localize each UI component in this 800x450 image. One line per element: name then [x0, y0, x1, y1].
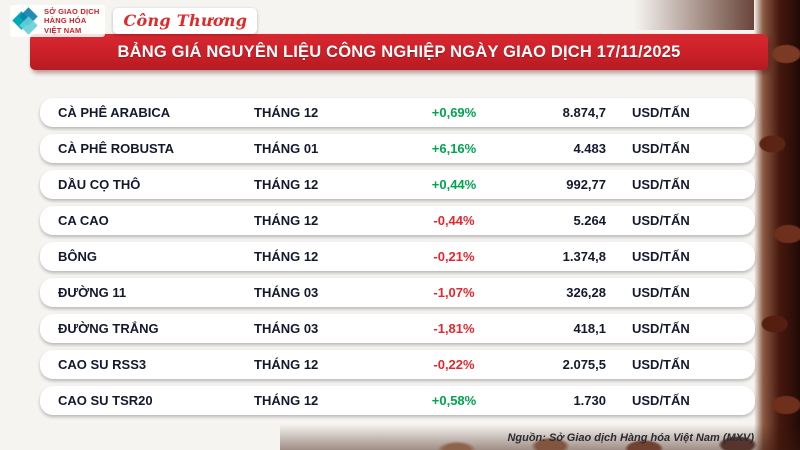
commodity-name: CAO SU TSR20 [58, 393, 153, 408]
mxv-logo: SỞ GIAO DỊCH HÀNG HÓA VIỆT NAM [10, 5, 106, 38]
mxv-logo-text: SỞ GIAO DỊCH HÀNG HÓA VIỆT NAM [44, 7, 100, 35]
commodity-name: BÔNG [58, 249, 97, 264]
change-value: +0,69% [431, 105, 477, 120]
commodity-name: CA CAO [58, 213, 109, 228]
table-row: ĐƯỜNG TRẮNG THÁNG 03 -1,81% 418,1 USD/TẤ… [40, 314, 755, 343]
commodity-name: CÀ PHÊ ROBUSTA [58, 141, 175, 156]
price-value: 1.730 [573, 393, 606, 408]
commodity-name: CÀ PHÊ ARABICA [58, 105, 171, 120]
contract-month: THÁNG 12 [254, 357, 319, 372]
price-value: 2.075,5 [562, 357, 606, 372]
table-row: CA CAO THÁNG 12 -0,44% 5.264 USD/TẤN [40, 206, 755, 235]
table-row: CÀ PHÊ ROBUSTA THÁNG 01 +6,16% 4.483 USD… [40, 134, 755, 163]
price-value: 5.264 [573, 213, 606, 228]
unit-label: USD/TẤN [632, 393, 690, 408]
commodity-name: CAO SU RSS3 [58, 357, 147, 372]
coffee-beans-background-bottom [280, 424, 800, 450]
coffee-beans-background-top [634, 0, 754, 30]
congthuong-logo-text: Công Thương [123, 11, 248, 31]
table-row: CAO SU RSS3 THÁNG 12 -0,22% 2.075,5 USD/… [40, 350, 755, 379]
commodity-name: DẦU CỌ THÔ [58, 177, 141, 192]
table-row: ĐƯỜNG 11 THÁNG 03 -1,07% 326,28 USD/TẤN [40, 278, 755, 307]
change-value: +6,16% [431, 141, 477, 156]
congthuong-logo: Công Thương [113, 8, 258, 35]
contract-month: THÁNG 12 [254, 249, 319, 264]
contract-month: THÁNG 12 [254, 213, 319, 228]
contract-month: THÁNG 03 [254, 285, 319, 300]
change-value: -0,44% [433, 213, 475, 228]
unit-label: USD/TẤN [632, 105, 690, 120]
change-value: -0,21% [433, 249, 475, 264]
unit-label: USD/TẤN [632, 141, 690, 156]
table-row: CÀ PHÊ ARABICA THÁNG 12 +0,69% 8.874,7 U… [40, 98, 755, 127]
unit-label: USD/TẤN [632, 357, 690, 372]
price-value: 418,1 [573, 321, 606, 336]
table-row: CAO SU TSR20 THÁNG 12 +0,58% 1.730 USD/T… [40, 386, 755, 415]
contract-month: THÁNG 12 [254, 393, 319, 408]
price-value: 8.874,7 [562, 105, 606, 120]
change-value: -1,81% [433, 321, 475, 336]
title-banner: BẢNG GIÁ NGUYÊN LIỆU CÔNG NGHIỆP NGÀY GI… [30, 34, 768, 70]
price-value: 4.483 [573, 141, 606, 156]
table-row: BÔNG THÁNG 12 -0,21% 1.374,8 USD/TẤN [40, 242, 755, 271]
contract-month: THÁNG 12 [254, 105, 319, 120]
header-logos: SỞ GIAO DỊCH HÀNG HÓA VIỆT NAM Công Thươ… [10, 5, 258, 38]
table-row: DẦU CỌ THÔ THÁNG 12 +0,44% 992,77 USD/TẤ… [40, 170, 755, 199]
page-title: BẢNG GIÁ NGUYÊN LIỆU CÔNG NGHIỆP NGÀY GI… [117, 42, 681, 61]
contract-month: THÁNG 12 [254, 177, 319, 192]
price-value: 326,28 [566, 285, 606, 300]
price-value: 1.374,8 [562, 249, 606, 264]
contract-month: THÁNG 01 [254, 141, 319, 156]
price-value: 992,77 [566, 177, 606, 192]
unit-label: USD/TẤN [632, 177, 690, 192]
unit-label: USD/TẤN [632, 321, 690, 336]
unit-label: USD/TẤN [632, 213, 690, 228]
price-table: CÀ PHÊ ARABICA THÁNG 12 +0,69% 8.874,7 U… [40, 98, 755, 422]
change-value: +0,44% [431, 177, 477, 192]
change-value: +0,58% [431, 393, 477, 408]
commodity-name: ĐƯỜNG 11 [58, 285, 127, 300]
change-value: -0,22% [433, 357, 475, 372]
contract-month: THÁNG 03 [254, 321, 319, 336]
coffee-beans-background-right [754, 0, 800, 450]
change-value: -1,07% [433, 285, 475, 300]
source-credit: Nguồn: Sở Giao dịch Hàng hóa Việt Nam (M… [507, 432, 754, 444]
mxv-diamond-icon [12, 7, 39, 35]
unit-label: USD/TẤN [632, 285, 690, 300]
unit-label: USD/TẤN [632, 249, 690, 264]
commodity-name: ĐƯỜNG TRẮNG [58, 321, 159, 336]
